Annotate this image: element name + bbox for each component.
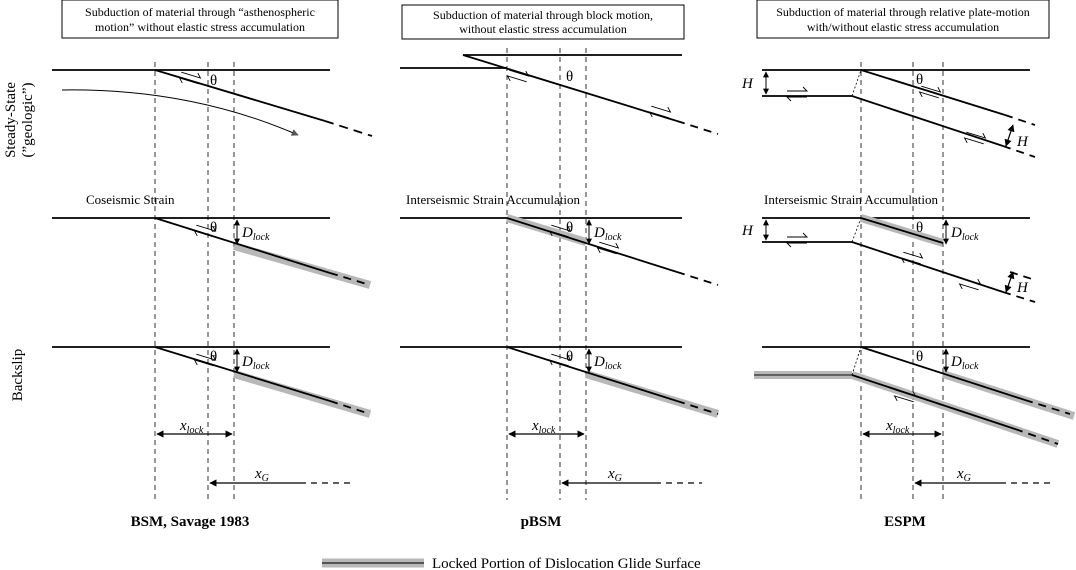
espm-interseismic: H H θ Dlock: [741, 214, 1036, 303]
vertical-guides: [154, 48, 944, 500]
theta-symbol: θ: [916, 349, 923, 365]
pbsm-interseismic: θ Dlock: [400, 214, 719, 286]
bsm-coseismic: θ Dlock: [52, 217, 372, 289]
espm-backslip: θ Dlock xlock xG: [754, 346, 1076, 487]
label-interseismic-espm: Interseismic Strain Accumulation: [764, 192, 939, 207]
h-label: H: [1016, 280, 1029, 296]
model-title-espm: ESPM: [884, 514, 926, 530]
slip-sense-arrows: [893, 389, 917, 403]
slip-sense-arrows: [918, 85, 942, 99]
x-g-label: xG: [607, 466, 622, 484]
slip-sense-arrows: [900, 251, 924, 265]
x-g-label: xG: [956, 466, 971, 484]
x-g-label: xG: [254, 466, 269, 484]
d-lock-label: Dlock: [241, 225, 270, 243]
pbsm-steady-state: θ: [400, 54, 719, 135]
header-bsm-line2: motion” without elastic stress accumulat…: [95, 20, 305, 34]
legend: Locked Portion of Dislocation Glide Surf…: [322, 556, 701, 570]
slip-sense-arrows: [785, 86, 809, 102]
x-lock-label: xlock: [885, 418, 910, 436]
d-lock-label: Dlock: [950, 225, 979, 243]
header-box-espm: Subduction of material through relative …: [756, 0, 1050, 39]
row-label-steady-state-line2: (”geologic”): [20, 83, 36, 158]
slip-sense-arrows: [506, 69, 530, 83]
theta-symbol: θ: [566, 220, 573, 236]
header-pbsm-line1: Subduction of material through block mot…: [433, 8, 653, 22]
d-lock-label: Dlock: [950, 354, 979, 372]
d-lock-label: Dlock: [593, 225, 622, 243]
d-lock-label: Dlock: [593, 354, 622, 372]
row-label-backslip: Backslip: [10, 349, 26, 402]
theta-symbol: θ: [210, 73, 217, 89]
slip-sense-arrows: [648, 105, 672, 119]
bsm-steady-state: θ: [52, 69, 373, 137]
label-coseismic: Coseismic Strain: [86, 192, 175, 207]
slip-sense-arrows: [963, 131, 987, 145]
row-label-steady-state: Steady-State (”geologic”): [3, 82, 36, 158]
h-label: H: [1016, 134, 1029, 150]
theta-symbol: θ: [916, 72, 923, 88]
slip-sense-arrows: [193, 353, 217, 367]
model-title-bsm: BSM, Savage 1983: [131, 514, 250, 530]
theta-symbol: θ: [916, 220, 923, 236]
slip-sense-arrows: [596, 241, 620, 255]
header-bsm-line1: Subduction of material through “asthenos…: [85, 5, 315, 19]
label-interseismic-pbsm: Interseismic Strain Accumulation: [406, 192, 581, 207]
x-lock-label: xlock: [179, 418, 204, 436]
row-label-steady-state-line1: Steady-State: [3, 82, 19, 158]
h-label: H: [741, 223, 754, 239]
slip-sense-arrows: [178, 71, 202, 85]
slip-sense-arrows: [548, 224, 572, 238]
theta-symbol: θ: [566, 69, 573, 85]
model-title-pbsm: pBSM: [521, 514, 562, 530]
header-espm-line2: with/without elastic stress accumulation: [807, 20, 999, 34]
header-box-bsm: Subduction of material through “asthenos…: [61, 0, 339, 39]
slip-sense-arrows: [193, 224, 217, 238]
slip-sense-arrows: [958, 277, 982, 291]
theta-symbol: θ: [566, 349, 573, 365]
bsm-backslip: θ Dlock xlock xG: [52, 346, 372, 487]
header-pbsm-line2: without elastic stress accumulation: [459, 22, 627, 36]
header-espm-line1: Subduction of material through relative …: [776, 5, 1030, 19]
legend-label: Locked Portion of Dislocation Glide Surf…: [432, 556, 701, 570]
header-box-pbsm: Subduction of material through block mot…: [401, 4, 685, 40]
d-lock-label: Dlock: [241, 354, 270, 372]
h-label: H: [741, 76, 754, 92]
pbsm-backslip: θ Dlock xlock xG: [400, 346, 720, 487]
slip-sense-arrows: [785, 232, 809, 248]
slip-sense-arrows: [548, 353, 572, 367]
espm-steady-state: H H θ: [741, 69, 1036, 158]
x-lock-label: xlock: [531, 418, 556, 436]
